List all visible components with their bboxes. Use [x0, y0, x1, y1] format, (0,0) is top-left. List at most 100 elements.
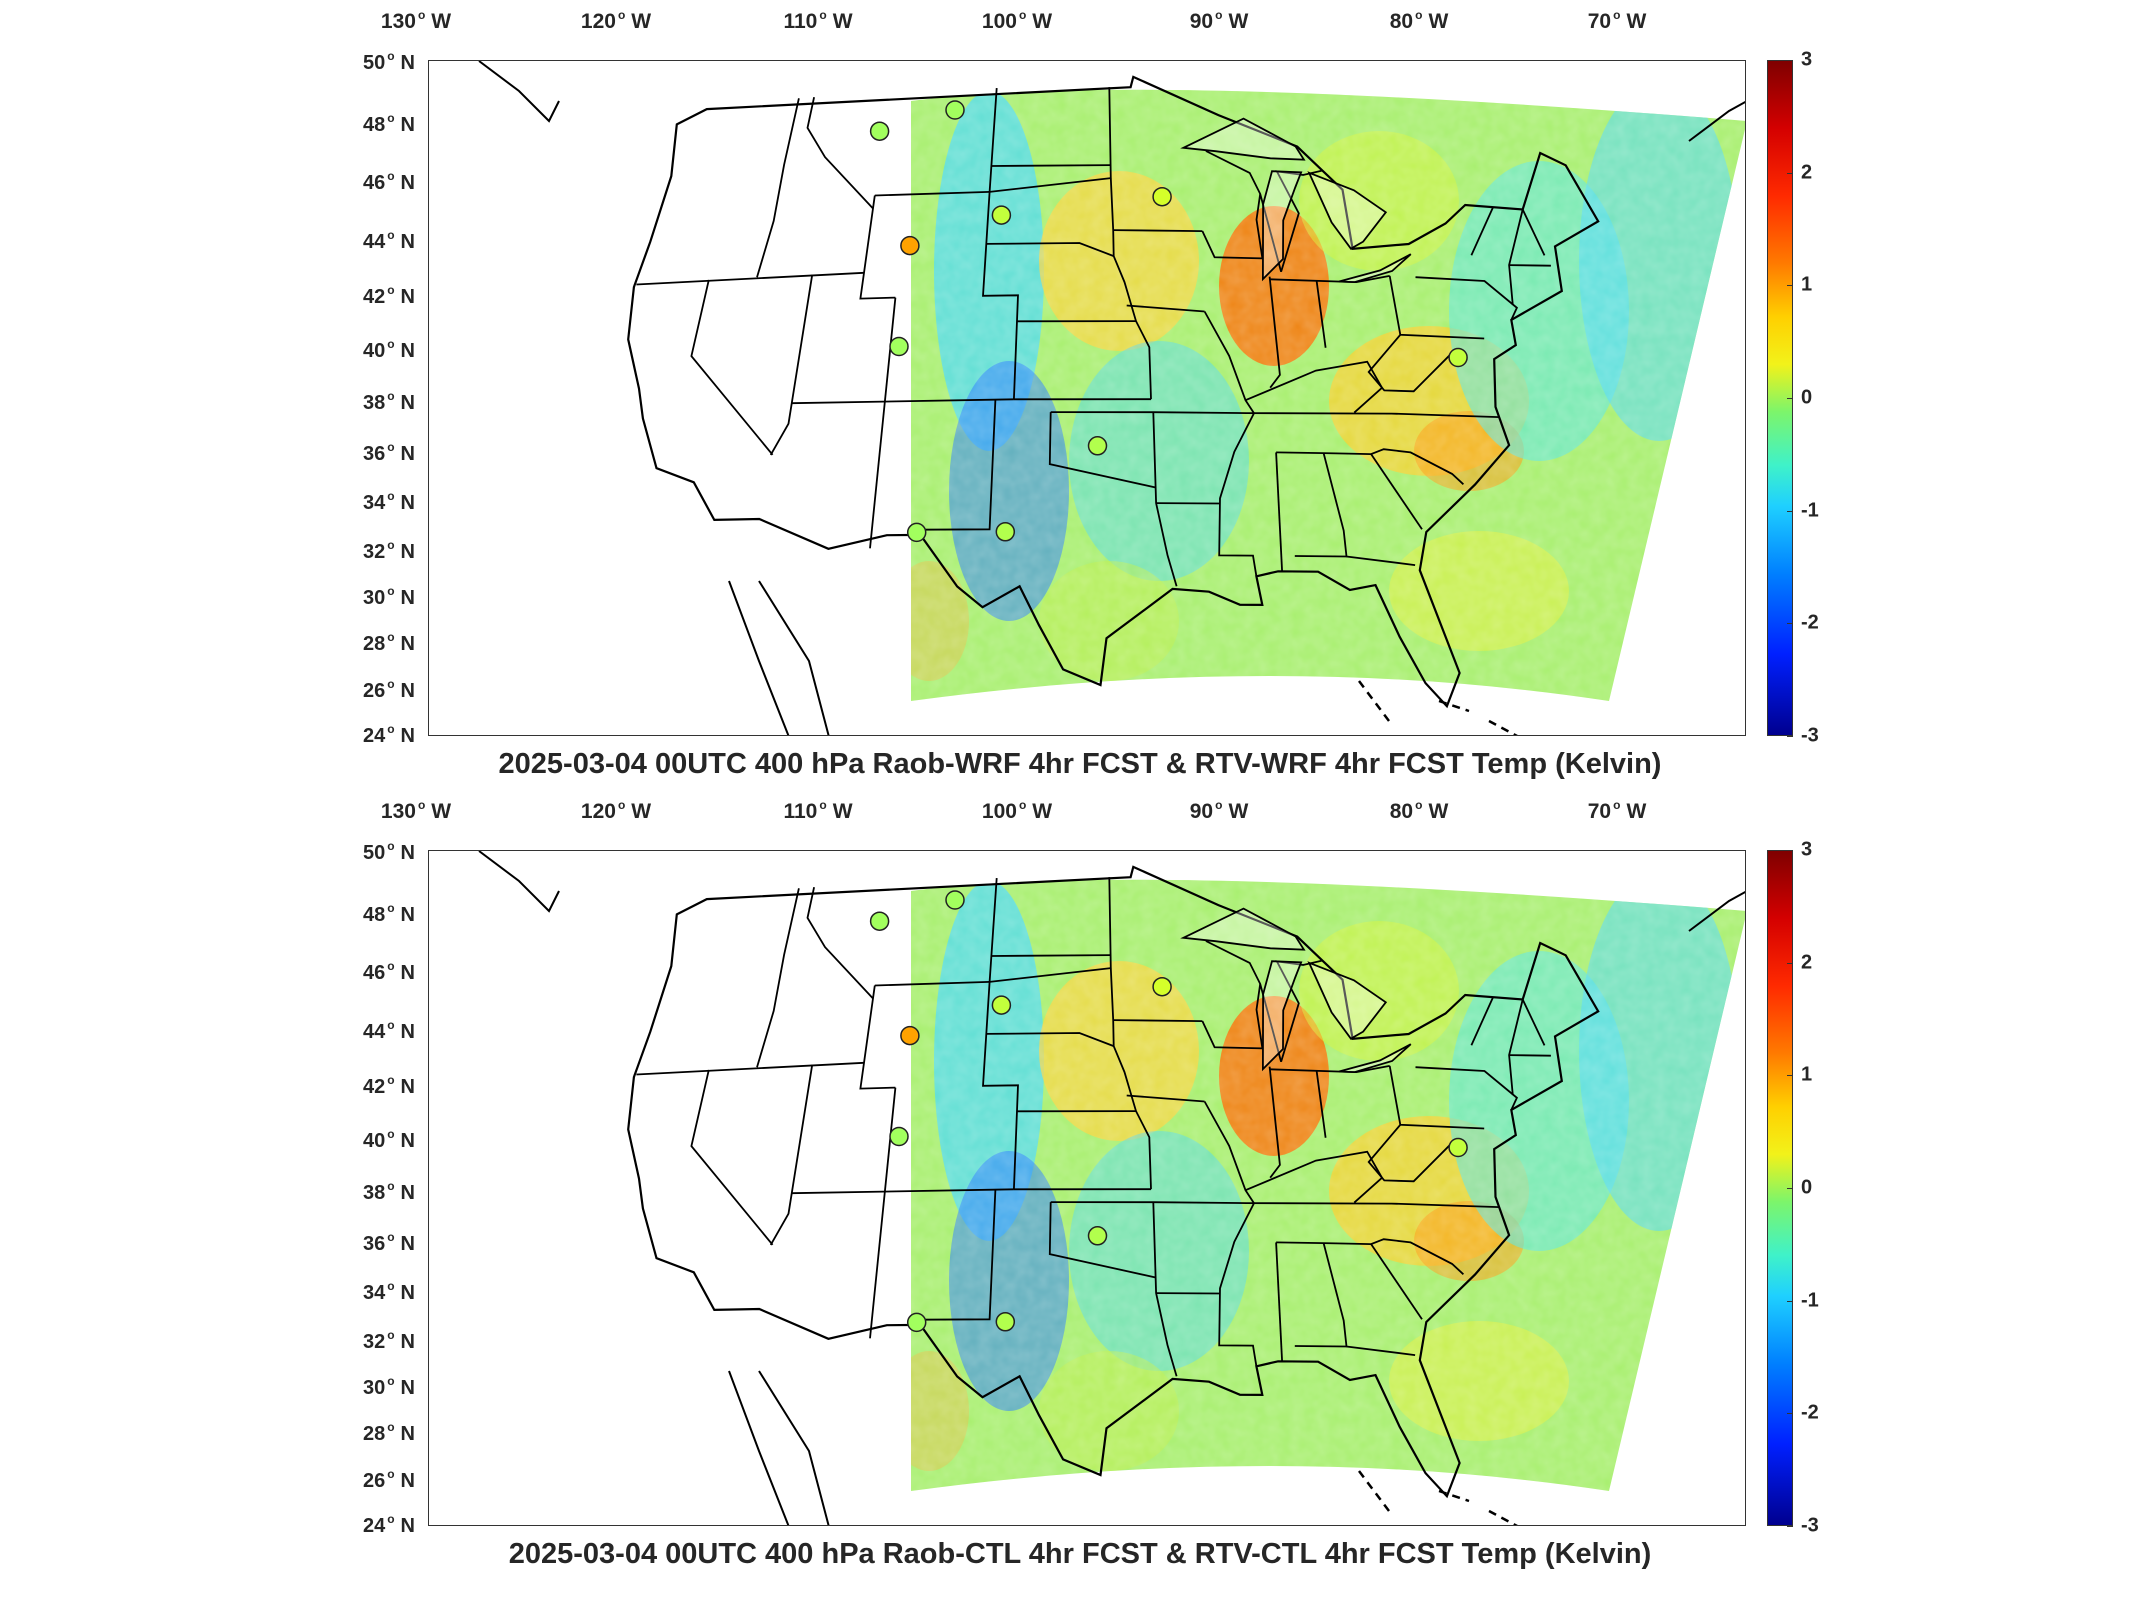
raob-station-marker: [945, 100, 965, 120]
state-border: [1294, 1242, 1348, 1348]
caribbean-islands: [1358, 680, 1518, 735]
state-border: [1415, 1066, 1519, 1111]
colorbar-tick-label: 2: [1801, 951, 1813, 974]
latitude-hemisphere: N: [400, 172, 415, 194]
latitude-value: 28: [362, 1423, 386, 1445]
latitude-label: 32 o N: [345, 538, 415, 564]
latitude-label: 38 o N: [345, 389, 415, 415]
degree-symbol: o: [387, 1374, 395, 1388]
state-border: [869, 1087, 897, 1339]
state-border: [1415, 276, 1519, 321]
latitude-label: 34 o N: [345, 489, 415, 515]
latitude-value: 36: [362, 443, 386, 465]
latitude-hemisphere: N: [400, 1130, 415, 1152]
state-border: [1255, 983, 1264, 1049]
latitude-value: 48: [362, 114, 386, 136]
degree-symbol: o: [387, 722, 395, 736]
state-border: [1152, 1202, 1178, 1377]
canada-coast: [1688, 100, 1745, 142]
state-border: [769, 274, 814, 456]
longitude-label: 120 o W: [581, 8, 651, 34]
state-border: [791, 1188, 1014, 1195]
colorbar-tick-label: 3: [1801, 838, 1813, 861]
raob-station-marker: [906, 522, 927, 543]
colorbar-tick-mark: [1787, 1413, 1793, 1415]
latitude-value: 32: [362, 1331, 386, 1353]
colorbar-tick-label: 2: [1801, 161, 1813, 184]
latitude-hemisphere: N: [400, 492, 415, 514]
longitude-label: 70 o W: [1587, 8, 1647, 34]
state-border: [1205, 150, 1282, 273]
longitude-hemisphere: W: [431, 10, 452, 33]
degree-symbol: o: [387, 283, 395, 297]
state-border: [1470, 996, 1494, 1046]
raob-station-marker: [991, 205, 1012, 225]
degree-symbol: o: [387, 1467, 395, 1481]
state-border: [636, 1061, 864, 1076]
state-border: [1470, 206, 1494, 256]
latitude-hemisphere: N: [400, 1331, 415, 1353]
state-border: [1108, 87, 1152, 400]
longitude-label: 80 o W: [1389, 798, 1449, 824]
great-lake: [1338, 1043, 1412, 1074]
degree-symbol: o: [387, 1179, 395, 1193]
latitude-hemisphere: N: [400, 1423, 415, 1445]
degree-symbol: o: [819, 8, 827, 22]
longitude-label: 130 o W: [381, 8, 452, 34]
map-canvas: [478, 851, 1745, 1525]
latitude-hemisphere: N: [400, 1377, 415, 1399]
map-frame: [428, 60, 1746, 736]
degree-symbol: o: [387, 677, 395, 691]
great-lake: [1338, 253, 1412, 284]
latitude-label: 28 o N: [345, 1420, 415, 1446]
latitude-label: 32 o N: [345, 1328, 415, 1354]
latitude-label: 44 o N: [345, 1018, 415, 1044]
latitude-value: 28: [362, 633, 386, 655]
state-border: [1245, 1150, 1384, 1204]
latitude-label: 40 o N: [345, 337, 415, 363]
longitude-value: 90: [1189, 800, 1214, 823]
latitude-value: 44: [362, 231, 386, 253]
raob-station-marker: [995, 522, 1016, 542]
longitude-hemisphere: W: [1032, 800, 1053, 823]
degree-symbol: o: [387, 1512, 395, 1526]
raob-stations: [869, 890, 1468, 1333]
degree-symbol: o: [387, 839, 395, 853]
longitude-value: 70: [1587, 10, 1612, 33]
longitude-hemisphere: W: [1228, 10, 1249, 33]
raob-station-marker: [1152, 976, 1172, 997]
state-border: [1294, 452, 1348, 558]
latitude-value: 42: [362, 286, 386, 308]
longitude-hemisphere: W: [631, 800, 652, 823]
longitude-value: 80: [1389, 800, 1414, 823]
longitude-value: 70: [1587, 800, 1612, 823]
latitude-label: 28 o N: [345, 630, 415, 656]
latitude-value: 44: [362, 1021, 386, 1043]
latitude-hemisphere: N: [400, 114, 415, 136]
colorbar-tick-mark: [1787, 850, 1793, 851]
degree-symbol: o: [387, 337, 395, 351]
longitude-hemisphere: W: [1626, 800, 1647, 823]
latitude-hemisphere: N: [400, 392, 415, 414]
raob-station-marker: [991, 995, 1012, 1015]
state-border: [1255, 193, 1264, 259]
longitude-hemisphere: W: [1428, 10, 1449, 33]
degree-symbol: o: [1018, 798, 1027, 812]
state-border: [1370, 453, 1423, 530]
latitude-value: 34: [362, 1282, 386, 1304]
state-border: [1203, 311, 1258, 577]
degree-symbol: o: [387, 1279, 395, 1293]
degree-symbol: o: [387, 1018, 395, 1032]
field-noise: [911, 879, 1745, 1491]
state-border: [756, 888, 800, 1068]
mexico-coast: [728, 1370, 830, 1525]
longitude-hemisphere: W: [1428, 800, 1449, 823]
degree-symbol: o: [819, 798, 827, 812]
degree-symbol: o: [387, 1127, 395, 1141]
latitude-hemisphere: N: [400, 340, 415, 362]
latitude-value: 36: [362, 1233, 386, 1255]
colorbar-tick-label: 1: [1801, 1063, 1813, 1086]
longitude-hemisphere: W: [1032, 10, 1053, 33]
state-border: [1315, 1070, 1327, 1138]
degree-symbol: o: [387, 1073, 395, 1087]
